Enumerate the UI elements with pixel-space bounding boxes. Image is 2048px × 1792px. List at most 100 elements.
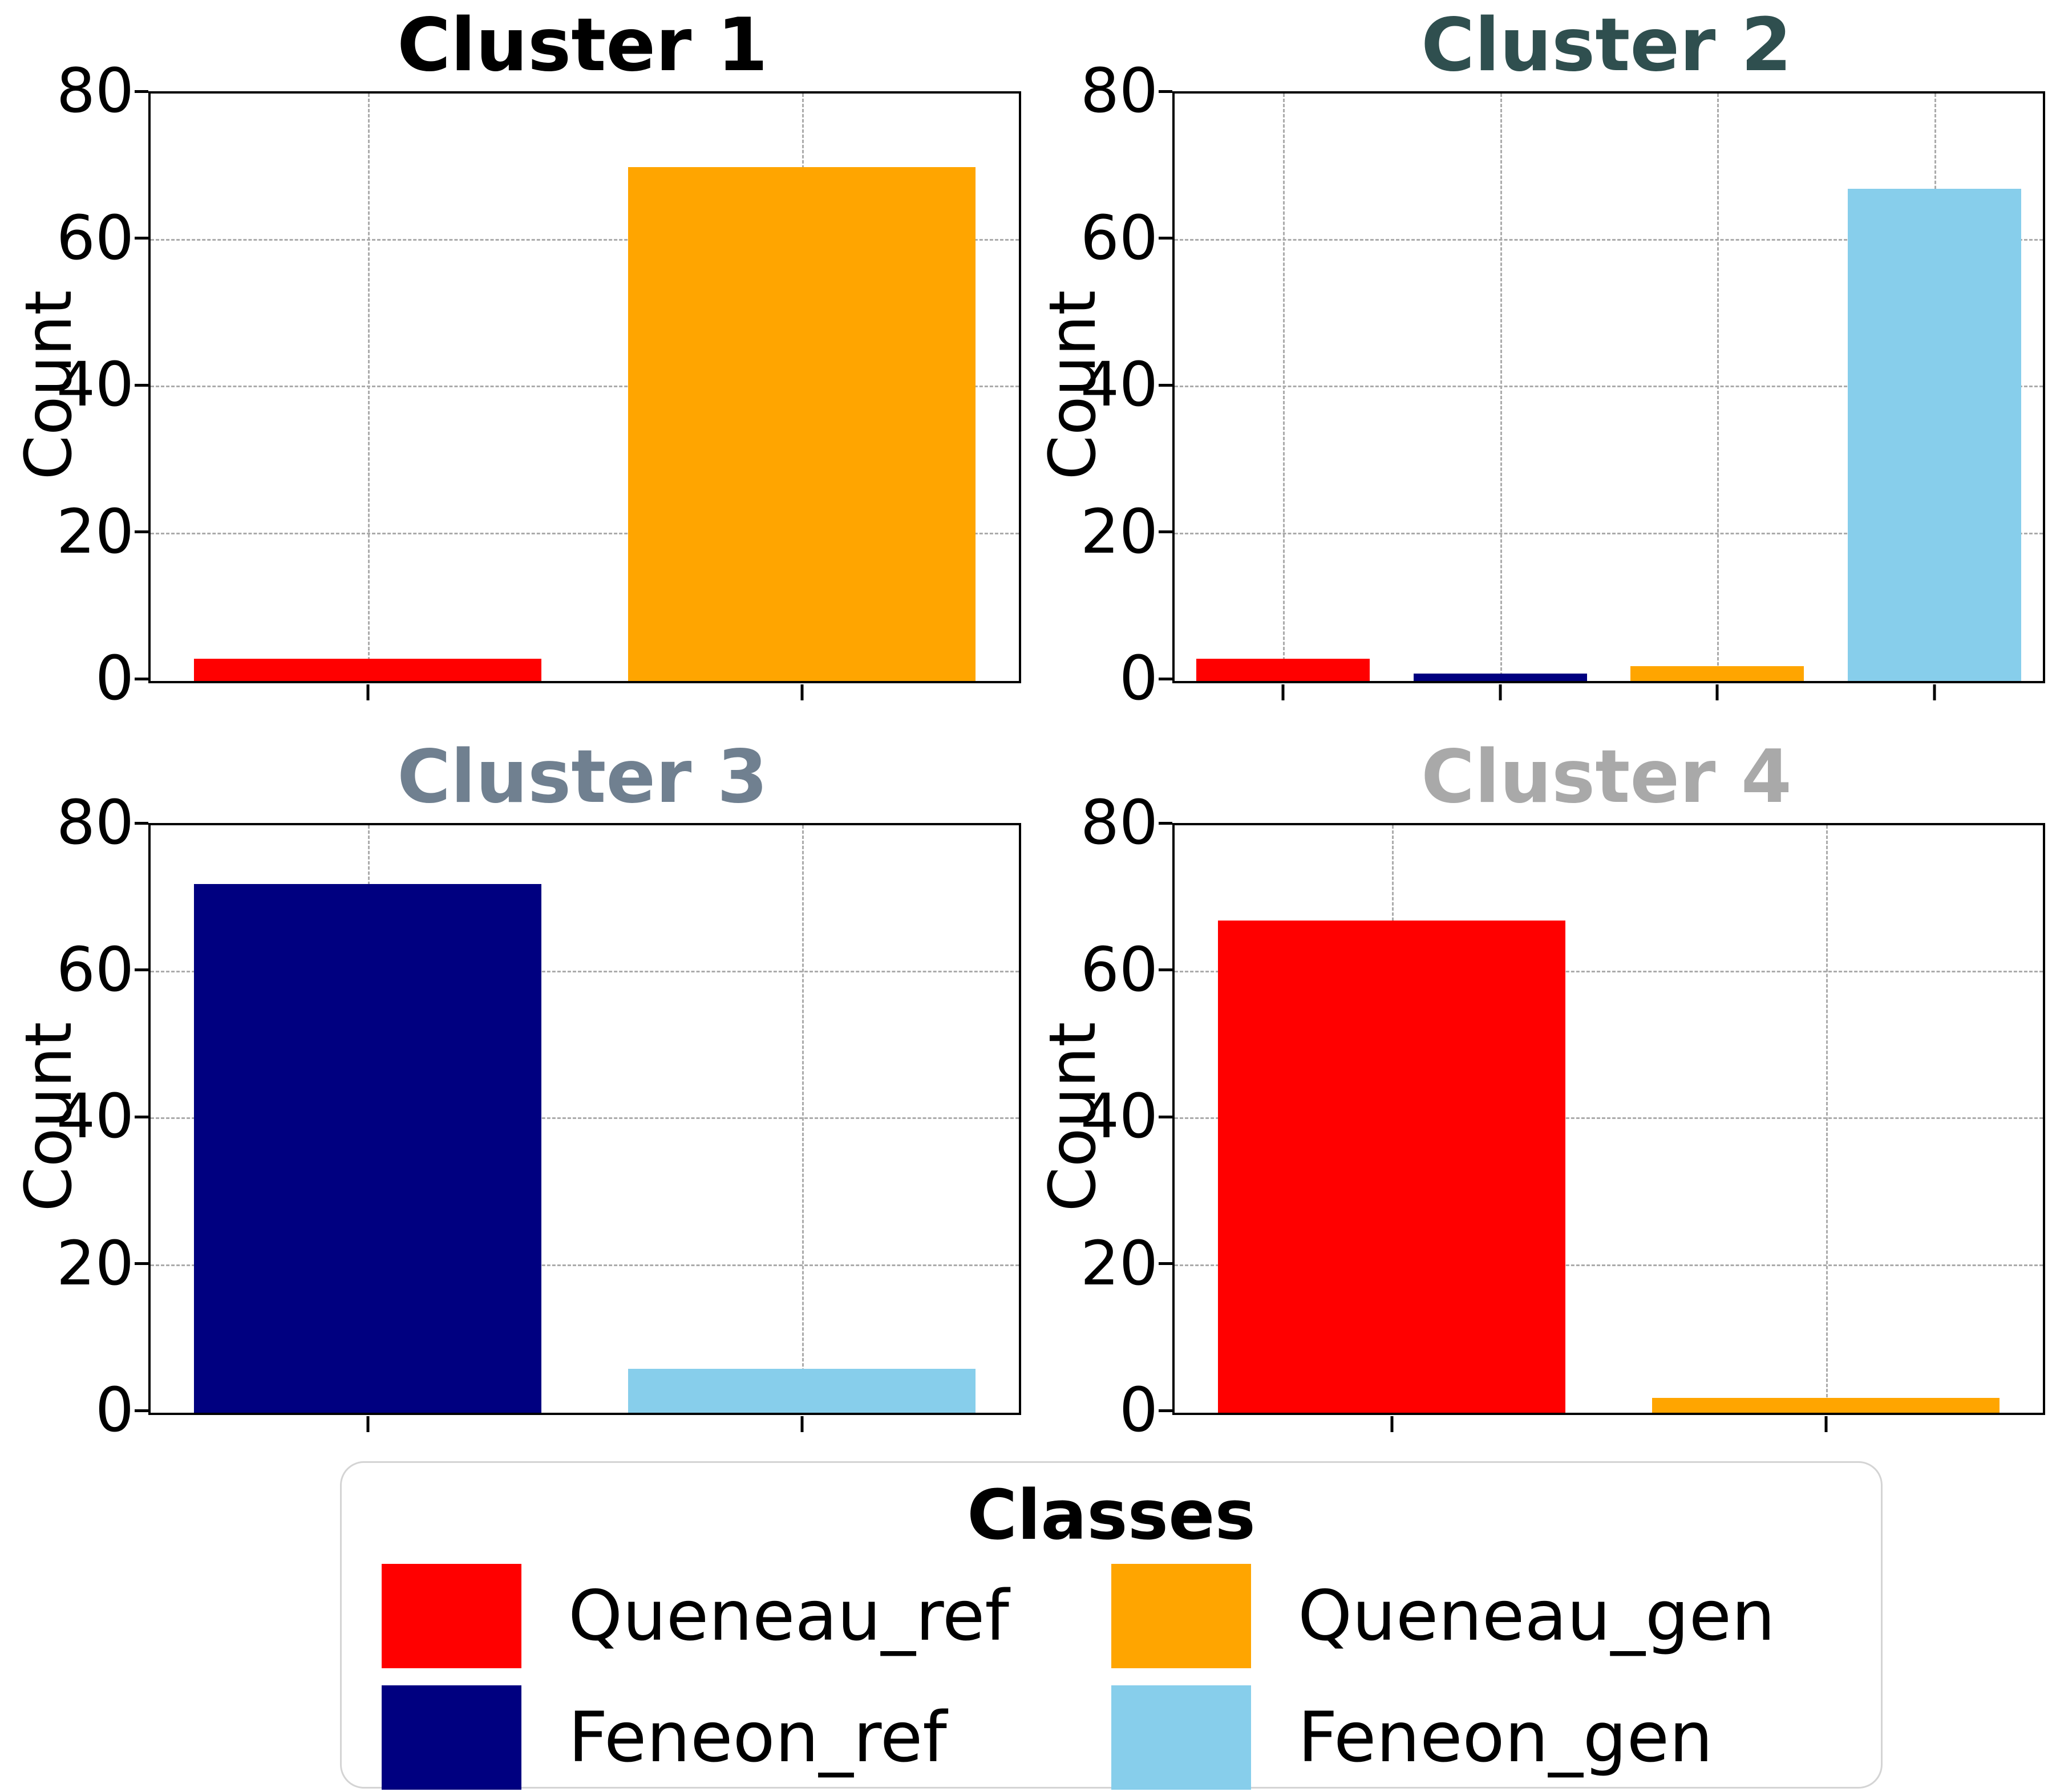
legend-item-feneon-ref: Feneon_ref xyxy=(382,1685,1111,1790)
x-tick-mark xyxy=(366,684,369,700)
legend-grid: Queneau_ref Queneau_gen Feneon_ref Feneo… xyxy=(382,1563,1841,1790)
y-tick-label: 80 xyxy=(1080,788,1158,858)
legend-label: Feneon_ref xyxy=(568,1697,947,1778)
horizontal-gridline xyxy=(151,238,1019,241)
y-tick-label: 60 xyxy=(1080,934,1158,1006)
horizontal-gridline xyxy=(151,532,1019,534)
y-tick-mark xyxy=(135,1115,148,1118)
horizontal-gridline xyxy=(151,386,1019,387)
vertical-gridline xyxy=(1283,94,1285,681)
legend-item-queneau-ref: Queneau_ref xyxy=(382,1563,1111,1669)
x-tick-mark xyxy=(1933,684,1936,700)
legend-swatch-feneon-gen xyxy=(1111,1685,1251,1790)
horizontal-gridline xyxy=(1175,1264,2043,1266)
horizontal-gridline xyxy=(1175,532,2043,534)
plot-title: Cluster 4 xyxy=(1421,735,1792,820)
y-tick-mark xyxy=(1159,968,1172,971)
y-tick-label: 20 xyxy=(56,1228,134,1299)
y-tick-mark xyxy=(1159,530,1172,533)
x-tick-mark xyxy=(1824,1416,1827,1432)
y-tick-label: 20 xyxy=(1080,1228,1158,1299)
y-tick-mark xyxy=(1159,677,1172,680)
x-tick-mark xyxy=(1499,684,1502,700)
y-tick-mark xyxy=(1159,237,1172,240)
subplot-cluster-2: Cluster 2 Count 0 20 40 60 80 xyxy=(1024,0,2048,732)
legend-swatch-queneau-ref xyxy=(382,1564,521,1668)
subplot-cluster-4: Cluster 4 Count 0 20 40 60 80 xyxy=(1024,732,2048,1463)
plot-area xyxy=(1172,823,2045,1432)
y-tick-label: 80 xyxy=(1080,56,1158,127)
plot-area xyxy=(148,823,1021,1432)
plot-area xyxy=(148,91,1021,700)
x-tick-mark xyxy=(1390,1416,1393,1432)
y-tick-label: 0 xyxy=(1119,643,1158,714)
y-tick-mark xyxy=(1159,90,1172,93)
y-tick-mark xyxy=(135,821,148,825)
y-tick-mark xyxy=(135,383,148,387)
legend-label: Feneon_gen xyxy=(1298,1697,1713,1778)
subplot-cluster-1: Cluster 1 Count 0 20 40 60 80 xyxy=(0,0,1024,732)
plot-title: Cluster 2 xyxy=(1421,3,1792,88)
subplot-cluster-3: Cluster 3 Count 0 20 40 60 80 xyxy=(0,732,1024,1463)
bar-queneau_gen xyxy=(1652,1398,2000,1413)
vertical-gridline xyxy=(1826,825,1828,1413)
bar-feneon_ref xyxy=(194,884,541,1413)
legend-label: Queneau_ref xyxy=(568,1575,1009,1656)
x-tick-mark xyxy=(800,684,803,700)
legend-swatch-feneon-ref xyxy=(382,1685,521,1790)
y-tick-label: 0 xyxy=(95,1375,134,1446)
y-tick-label: 80 xyxy=(56,788,134,858)
bar-queneau_gen xyxy=(628,167,976,681)
x-tick-mark xyxy=(800,1416,803,1432)
x-tick-mark xyxy=(1715,684,1719,700)
legend-title: Classes xyxy=(967,1476,1256,1555)
y-tick-mark xyxy=(135,1262,148,1265)
vertical-gridline xyxy=(1717,94,1719,681)
bar-queneau_ref xyxy=(1218,921,1565,1413)
legend-item-feneon-gen: Feneon_gen xyxy=(1111,1685,1841,1790)
x-tick-mark xyxy=(1281,684,1285,700)
y-tick-mark xyxy=(1159,1115,1172,1118)
bar-feneon_ref xyxy=(1413,674,1587,681)
horizontal-gridline xyxy=(1175,386,2043,387)
y-tick-mark xyxy=(1159,383,1172,387)
y-tick-label: 40 xyxy=(1080,350,1158,420)
y-tick-label: 0 xyxy=(95,643,134,714)
x-tick-mark xyxy=(366,1416,369,1432)
y-tick-mark xyxy=(135,677,148,680)
horizontal-gridline xyxy=(1175,1117,2043,1119)
bar-feneon_gen xyxy=(1847,189,2021,681)
bar-queneau_gen xyxy=(1630,666,1804,681)
y-tick-label: 20 xyxy=(56,496,134,567)
bar-queneau_ref xyxy=(194,659,541,681)
y-tick-mark xyxy=(135,237,148,240)
y-tick-mark xyxy=(1159,821,1172,825)
horizontal-gridline xyxy=(151,1264,1019,1266)
y-tick-label: 60 xyxy=(1080,202,1158,274)
legend: Classes Queneau_ref Queneau_gen Feneon_r… xyxy=(340,1461,1883,1790)
vertical-gridline xyxy=(802,825,804,1413)
horizontal-gridline xyxy=(1175,238,2043,241)
y-tick-label: 40 xyxy=(56,350,134,420)
y-tick-mark xyxy=(1159,1409,1172,1412)
plot-area xyxy=(1172,91,2045,700)
y-tick-label: 80 xyxy=(56,56,134,127)
bar-feneon_gen xyxy=(628,1368,976,1413)
horizontal-gridline xyxy=(151,1117,1019,1119)
legend-item-queneau-gen: Queneau_gen xyxy=(1111,1563,1841,1669)
y-tick-label: 60 xyxy=(56,202,134,274)
y-tick-mark xyxy=(135,968,148,971)
y-tick-mark xyxy=(135,90,148,93)
y-tick-mark xyxy=(135,530,148,533)
y-tick-label: 0 xyxy=(1119,1375,1158,1446)
horizontal-gridline xyxy=(1175,970,2043,972)
y-tick-mark xyxy=(1159,1262,1172,1265)
plot-title: Cluster 3 xyxy=(397,735,768,820)
vertical-gridline xyxy=(1500,94,1502,681)
legend-label: Queneau_gen xyxy=(1298,1575,1775,1656)
plot-title: Cluster 1 xyxy=(397,3,768,88)
y-tick-label: 40 xyxy=(56,1081,134,1152)
y-tick-mark xyxy=(135,1409,148,1412)
y-tick-label: 60 xyxy=(56,934,134,1006)
